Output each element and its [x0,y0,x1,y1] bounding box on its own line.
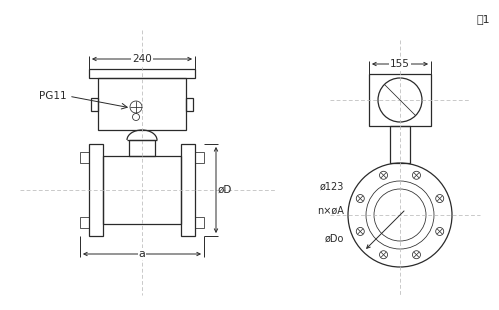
Bar [195,152,204,163]
Bar [91,98,98,110]
Text: 240: 240 [132,54,152,64]
Bar [129,140,155,156]
Bar [369,74,431,126]
Text: øD: øD [218,185,233,195]
Bar [390,126,410,163]
Text: n×øA: n×øA [317,206,344,216]
Text: ø123: ø123 [320,182,344,192]
Text: 155: 155 [390,59,410,69]
Bar [80,152,89,163]
Bar [195,217,204,228]
Text: 图1: 图1 [477,14,490,24]
Bar [80,217,89,228]
Text: PG11: PG11 [39,91,67,101]
Text: øDo: øDo [325,234,344,244]
Bar [181,144,195,236]
Text: a: a [139,249,145,259]
Bar [89,69,195,78]
Bar [98,78,186,130]
Bar [103,156,181,224]
Bar [89,144,103,236]
Bar [186,98,193,110]
